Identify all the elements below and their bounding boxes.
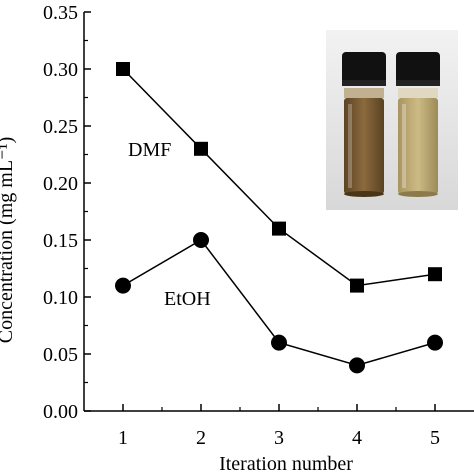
markers (115, 62, 443, 374)
y-tick-label: 0.25 (43, 116, 78, 138)
data-point-dmf (116, 62, 130, 76)
data-point-etoh (193, 232, 209, 248)
y-tick-label: 0.35 (43, 2, 78, 24)
vial-left (342, 52, 386, 197)
y-tick-label: 0.05 (43, 344, 78, 366)
vial-right (396, 52, 440, 197)
y-tick-label: 0.00 (43, 401, 78, 423)
x-tick-label: 3 (274, 427, 284, 449)
data-point-etoh (427, 334, 443, 351)
x-axis-title: Iteration number (219, 453, 353, 474)
y-axis-title: Concentration (mg mL⁻¹) (0, 137, 17, 344)
x-tick-label: 1 (118, 427, 128, 449)
y-tick-label: 0.30 (43, 59, 78, 81)
x-tick-label: 5 (430, 427, 440, 449)
x-tick-label: 4 (352, 427, 362, 449)
data-point-dmf (194, 141, 208, 156)
data-point-etoh (349, 357, 365, 374)
data-point-etoh (271, 334, 287, 351)
y-tick-label: 0.15 (43, 230, 78, 252)
series-label-etoh: EtOH (164, 288, 211, 310)
ticks: 0.00 0.05 0.10 0.15 0.20 0.25 0.30 0.35 1 2 3 4 5 (43, 2, 440, 449)
y-tick-label: 0.20 (43, 173, 78, 195)
x-tick-label: 2 (196, 427, 206, 449)
data-point-dmf (428, 267, 442, 282)
data-point-dmf (350, 278, 364, 293)
y-tick-label: 0.10 (43, 287, 78, 309)
inset-vial-photo (326, 30, 458, 210)
series-label-dmf: DMF (128, 139, 171, 161)
data-point-etoh (115, 277, 131, 294)
data-point-dmf (272, 221, 286, 236)
